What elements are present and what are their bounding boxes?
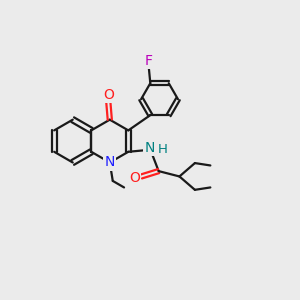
Text: O: O <box>129 171 140 185</box>
Text: F: F <box>145 54 153 68</box>
Text: N: N <box>145 141 155 155</box>
Text: H: H <box>158 143 168 156</box>
Text: N: N <box>105 155 115 170</box>
Text: O: O <box>103 88 114 102</box>
